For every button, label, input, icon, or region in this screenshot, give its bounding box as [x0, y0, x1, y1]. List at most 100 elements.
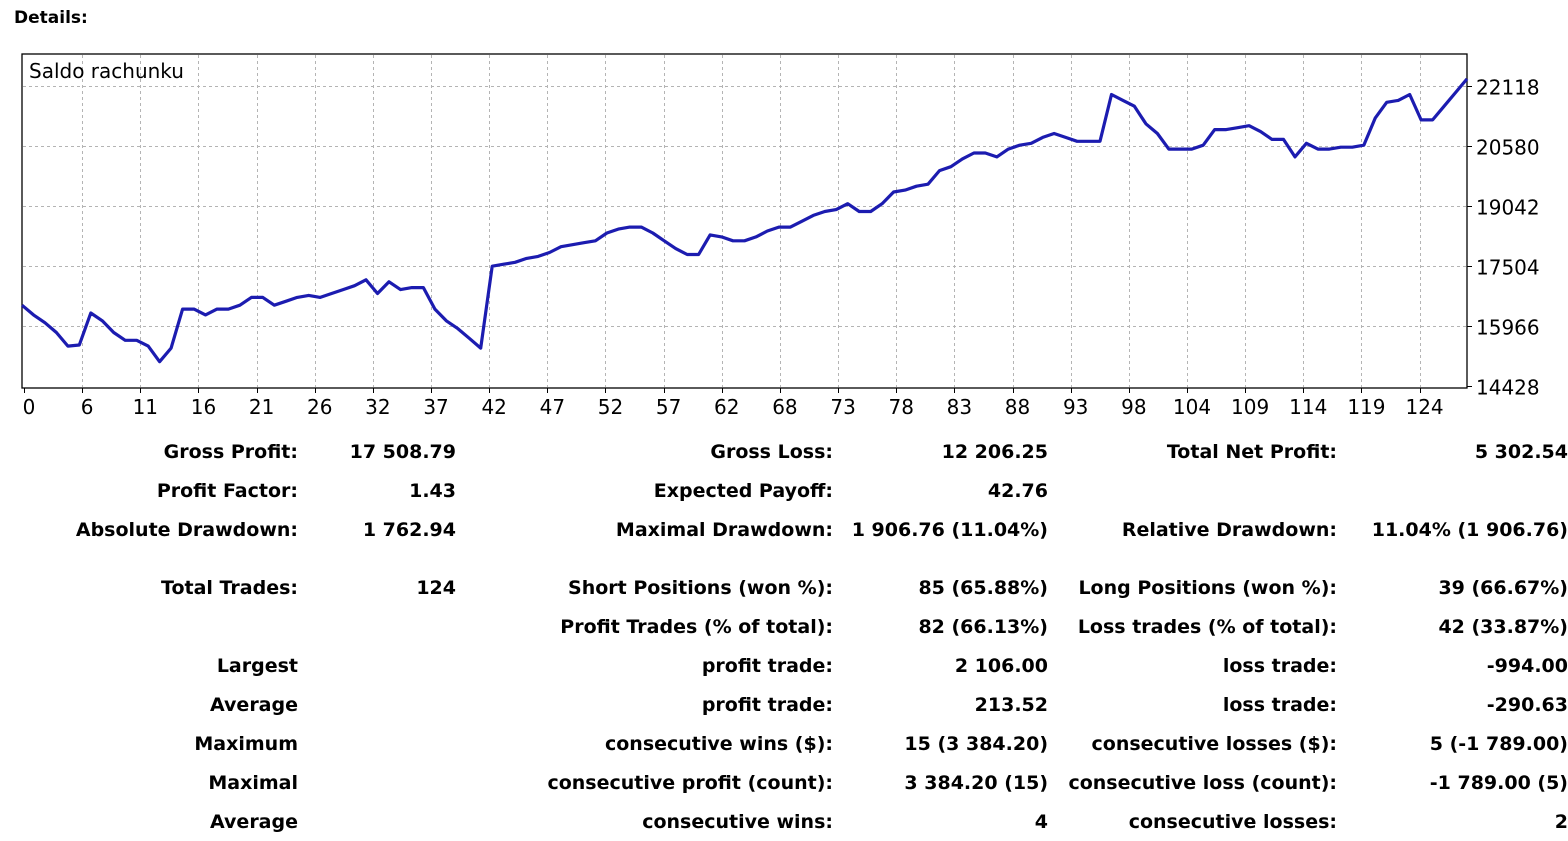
stat-value: [298, 607, 456, 646]
stat-value: 5 (-1 789.00): [1429, 732, 1568, 755]
stat-value: 1.43: [409, 479, 456, 502]
stat-value: 85 (65.88%): [918, 576, 1048, 599]
stat-value: 11.04% (1 906.76): [1371, 518, 1568, 541]
x-tick-label: 93: [1063, 395, 1088, 419]
stats-spacer-cell: [1337, 549, 1568, 568]
stat-label: Profit Trades (% of total):: [560, 615, 833, 638]
stats-spacer-cell: [1048, 549, 1337, 568]
balance-chart: 0 6 11 16 21 26 32 37 42 47 52 57 62 68 73 78 83 88 93 98 10…: [20, 53, 1540, 419]
x-tick-label: 68: [772, 395, 797, 419]
y-tick-label: 17504: [1476, 256, 1540, 280]
stat-value: [298, 646, 456, 685]
stat-label: consecutive losses ($):: [1091, 732, 1338, 755]
stats-row: Largest profit trade: 2 106.00 loss trade: -…: [0, 646, 1568, 685]
stat-value: 2 106.00: [954, 654, 1048, 677]
stat-value: [298, 802, 456, 841]
stat-value: -1 789.00 (5): [1429, 771, 1568, 794]
stat-label: Expected Payoff:: [653, 479, 833, 502]
x-tick-label: 104: [1173, 395, 1211, 419]
stat-value: 3 384.20 (15): [904, 771, 1048, 794]
y-tick-label: 15966: [1476, 316, 1540, 340]
stat-value: 124: [416, 576, 456, 599]
stat-label: Maximal Drawdown:: [615, 518, 833, 541]
chart-title: Saldo rachunku: [29, 59, 184, 83]
stats-spacer-row: [0, 549, 1568, 568]
x-tick-label: 98: [1121, 395, 1146, 419]
stat-label: Largest: [216, 654, 298, 677]
stat-value: [298, 685, 456, 724]
stats-spacer-cell: [456, 549, 833, 568]
stat-label: Absolute Drawdown:: [75, 518, 298, 541]
stat-label: Profit Factor:: [156, 479, 298, 502]
stats-row: Maximum consecutive wins ($): 15 (3 384.20…: [0, 724, 1568, 763]
x-tick-label: 73: [830, 395, 855, 419]
x-tick-label: 6: [81, 395, 94, 419]
x-tick-label: 0: [23, 395, 36, 419]
stat-label: Maximum: [194, 732, 298, 755]
stat-label: Short Positions (won %):: [568, 576, 833, 599]
x-tick-label: 119: [1347, 395, 1385, 419]
x-tick-label: 37: [423, 395, 448, 419]
x-tick-label: 62: [714, 395, 739, 419]
stat-label: Loss trades (% of total):: [1077, 615, 1337, 638]
x-tick-label: 32: [365, 395, 390, 419]
stat-value: [298, 763, 456, 802]
stat-value: 82 (66.13%): [918, 615, 1048, 638]
stats-table: Gross Profit: 17 508.79 Gross Loss: 12 206.…: [0, 432, 1568, 841]
x-tick-label: 88: [1005, 395, 1030, 419]
x-tick-label: 52: [598, 395, 623, 419]
x-tick-label: 42: [481, 395, 506, 419]
stat-label: Average: [210, 810, 298, 833]
stat-label: consecutive profit (count):: [547, 771, 833, 794]
stat-value: [298, 724, 456, 763]
stat-value: 1 762.94: [362, 518, 456, 541]
stat-value: 12 206.25: [941, 440, 1048, 463]
stat-label: profit trade:: [701, 654, 833, 677]
stat-label: loss trade:: [1222, 693, 1337, 716]
y-tick-label: 19042: [1476, 196, 1540, 220]
y-tick-label: 20580: [1476, 136, 1540, 160]
stat-value: 42 (33.87%): [1438, 615, 1568, 638]
stat-value: 1 906.76 (11.04%): [851, 518, 1048, 541]
stats-row: Profit Factor: 1.43 Expected Payoff: 42.76: [0, 471, 1568, 510]
stat-label: Average: [210, 693, 298, 716]
stat-label: consecutive losses:: [1128, 810, 1337, 833]
stat-label: consecutive wins:: [642, 810, 833, 833]
chart-frame: [21, 53, 1468, 389]
x-tick-label: 21: [249, 395, 274, 419]
stats-spacer-cell: [833, 549, 1048, 568]
x-tick-label: 78: [889, 395, 914, 419]
stat-label: Maximal: [208, 771, 298, 794]
stat-label: [1048, 471, 1337, 510]
stat-value: 15 (3 384.20): [904, 732, 1048, 755]
stat-value: -290.63: [1486, 693, 1568, 716]
stats-row: Absolute Drawdown: 1 762.94 Maximal Drawdo…: [0, 510, 1568, 549]
stat-label: Gross Profit:: [163, 440, 298, 463]
stat-value: 2: [1554, 810, 1568, 833]
stat-value: 42.76: [987, 479, 1048, 502]
stats-row: Maximal consecutive profit (count): 3 384.…: [0, 763, 1568, 802]
stats-spacer-cell: [0, 549, 298, 568]
stat-value: 39 (66.67%): [1438, 576, 1568, 599]
x-tick-label: 109: [1231, 395, 1269, 419]
stat-label: profit trade:: [701, 693, 833, 716]
stat-label: Total Net Profit:: [1166, 440, 1337, 463]
stat-label: Relative Drawdown:: [1121, 518, 1337, 541]
stat-label: Total Trades:: [161, 576, 298, 599]
x-tick-label: 83: [947, 395, 972, 419]
y-tick-label: 22118: [1476, 76, 1540, 100]
stat-label: [0, 607, 298, 646]
x-tick-label: 114: [1289, 395, 1327, 419]
stat-value: 213.52: [974, 693, 1048, 716]
balance-series-line: [20, 77, 1469, 364]
stat-label: consecutive loss (count):: [1068, 771, 1337, 794]
stat-value: 5 302.54: [1474, 440, 1568, 463]
x-tick-label: 47: [540, 395, 565, 419]
stat-label: loss trade:: [1222, 654, 1337, 677]
x-tick-label: 26: [307, 395, 332, 419]
stats-spacer-cell: [298, 549, 456, 568]
stat-label: consecutive wins ($):: [604, 732, 833, 755]
x-tick-label: 57: [656, 395, 681, 419]
stat-label: Long Positions (won %):: [1078, 576, 1337, 599]
stats-row: Average profit trade: 213.52 loss trade: -29…: [0, 685, 1568, 724]
